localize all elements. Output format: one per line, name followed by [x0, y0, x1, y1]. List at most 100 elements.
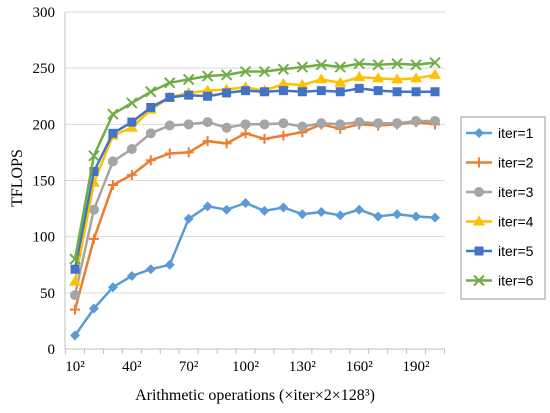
axes	[64, 12, 445, 354]
data-point	[430, 212, 440, 223]
data-point	[391, 57, 403, 70]
legend-marker	[474, 128, 484, 138]
y-tick-label: 100	[33, 230, 56, 246]
data-point	[392, 209, 403, 220]
data-point	[165, 92, 175, 102]
data-point	[145, 86, 157, 98]
y-tick-label: 0	[48, 342, 56, 358]
data-point	[240, 197, 251, 208]
legend-marker	[474, 157, 484, 168]
data-point	[108, 128, 118, 138]
data-point	[164, 120, 175, 131]
y-axis-ticks: 0 50 100 150 200 250 300	[33, 5, 56, 358]
x-tick-label: 100²	[232, 359, 260, 375]
y-axis-title: TFLOPS	[9, 149, 26, 207]
data-point	[278, 202, 289, 213]
series-5	[70, 83, 440, 274]
data-point	[164, 77, 176, 89]
data-point	[410, 72, 423, 83]
legend-marker	[474, 246, 484, 256]
data-point	[89, 167, 99, 177]
series-6	[69, 56, 441, 265]
data-point	[88, 303, 99, 314]
legend-item: iter=6	[466, 273, 534, 289]
legend-item: iter=5	[466, 243, 534, 259]
data-point	[297, 121, 308, 132]
data-point	[278, 118, 289, 129]
legend-marker	[473, 215, 485, 226]
data-point	[315, 73, 328, 84]
data-point	[183, 213, 194, 224]
legend-label: iter=3	[498, 184, 534, 200]
data-point	[202, 201, 213, 212]
data-point	[334, 76, 347, 87]
data-point	[335, 87, 345, 97]
y-tick-label: 150	[33, 174, 56, 190]
y-tick-label: 250	[33, 61, 56, 77]
data-point	[391, 73, 404, 84]
data-point	[221, 204, 232, 215]
series-1	[70, 197, 440, 341]
data-point	[373, 211, 384, 222]
data-point	[315, 59, 328, 71]
x-axis-title: Arithmetic operations (×iter×2×128³)	[135, 387, 375, 404]
data-point	[126, 97, 138, 109]
data-point	[258, 65, 271, 78]
y-tick-label: 200	[33, 117, 56, 133]
data-point	[145, 264, 156, 275]
data-point	[353, 71, 366, 82]
data-point	[240, 119, 251, 130]
data-point	[354, 204, 365, 215]
legend: iter=1 iter=2 iter=3 iter=4 iter=5 iter=6	[460, 116, 546, 300]
data-point	[182, 73, 195, 86]
x-tick-label: 160²	[346, 359, 374, 375]
data-point	[241, 86, 251, 96]
data-point	[184, 90, 194, 100]
data-point	[202, 117, 213, 128]
series-line	[73, 201, 436, 337]
data-point	[411, 211, 422, 222]
data-point	[259, 205, 270, 216]
data-point	[220, 69, 233, 81]
data-point	[410, 59, 422, 71]
data-point	[126, 270, 137, 281]
data-point	[146, 102, 156, 112]
series-group	[69, 56, 441, 341]
data-point	[164, 148, 175, 159]
data-point	[392, 87, 402, 97]
data-point	[316, 118, 327, 129]
x-tick-label: 70²	[179, 359, 199, 375]
data-point	[430, 87, 440, 97]
data-point	[183, 147, 194, 158]
data-point	[278, 86, 288, 96]
data-point	[107, 282, 118, 293]
data-point	[278, 130, 289, 141]
legend-item: iter=3	[466, 184, 534, 200]
data-point	[316, 86, 326, 96]
data-point	[88, 204, 99, 215]
legend-box	[460, 116, 546, 300]
data-point	[125, 121, 138, 132]
data-point	[69, 253, 81, 265]
data-point	[221, 122, 232, 133]
legend-marker	[474, 187, 484, 197]
data-point	[202, 136, 213, 147]
data-point	[372, 72, 385, 83]
series-line	[73, 87, 435, 270]
data-point	[70, 290, 80, 301]
data-point	[411, 115, 422, 126]
data-point	[221, 138, 232, 149]
y-tick-label: 50	[40, 286, 55, 302]
data-point	[297, 209, 308, 220]
data-point	[164, 259, 175, 270]
data-point	[107, 108, 119, 120]
legend-label: iter=6	[498, 273, 534, 289]
data-point	[259, 87, 269, 97]
data-point	[335, 119, 346, 130]
data-point	[335, 210, 346, 221]
data-point	[240, 128, 251, 139]
data-point	[411, 87, 421, 97]
data-point	[69, 275, 81, 286]
data-point	[183, 119, 194, 130]
